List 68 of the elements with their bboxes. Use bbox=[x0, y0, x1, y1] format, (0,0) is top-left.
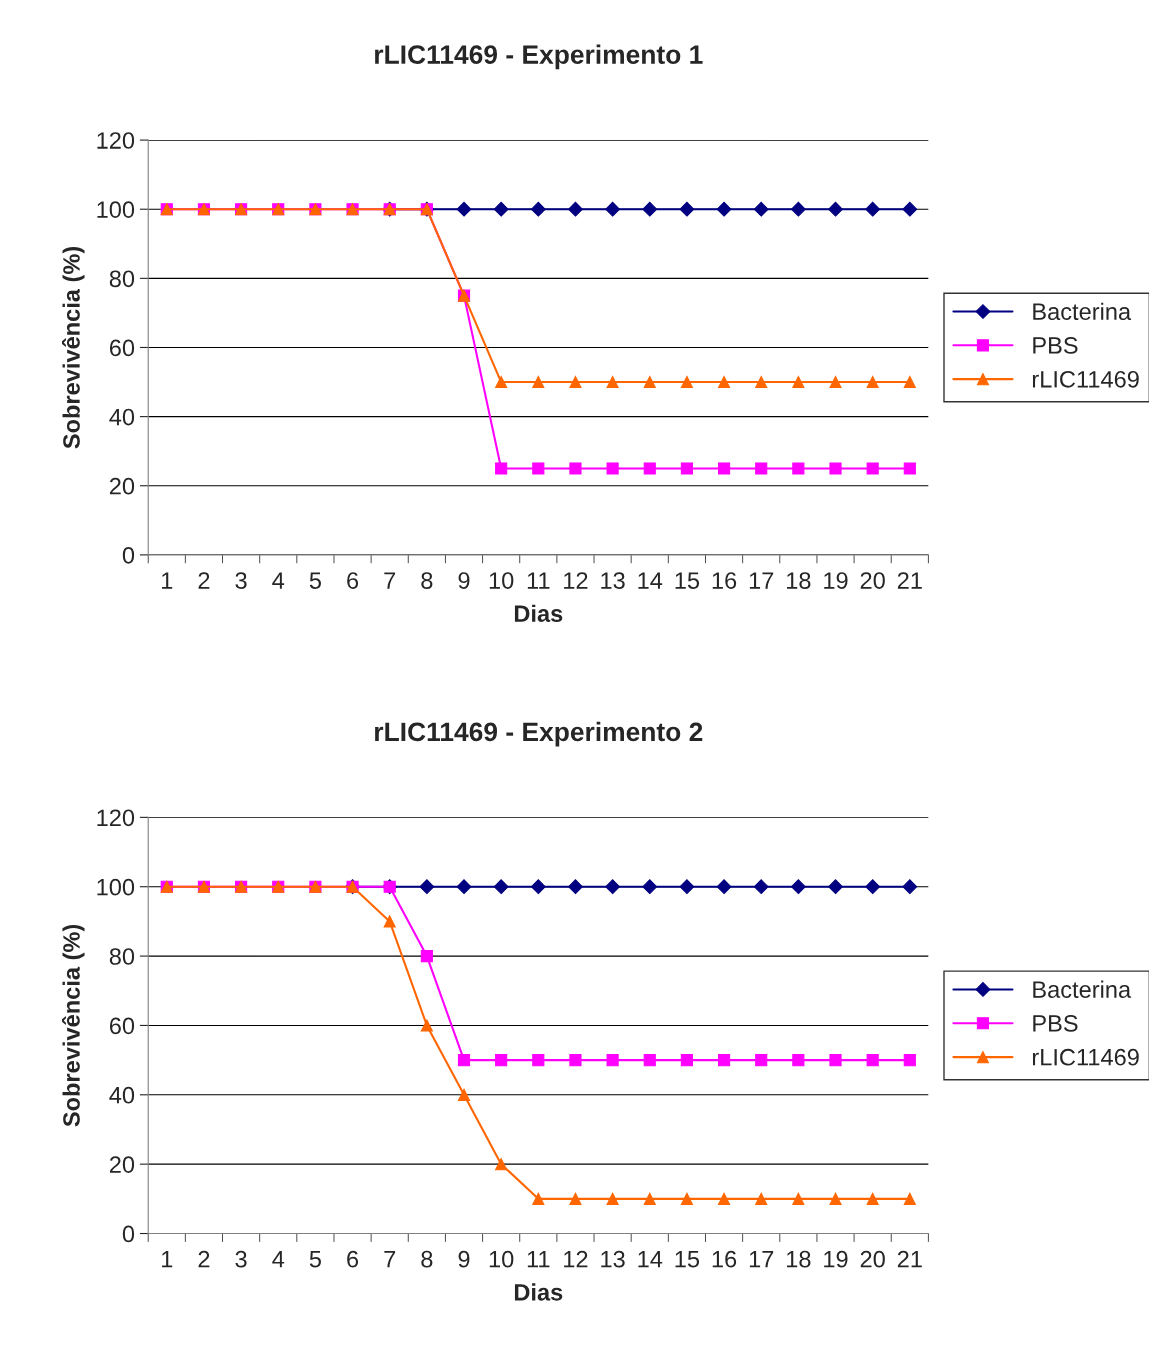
x-tick-label: 10 bbox=[489, 572, 514, 589]
legend-label: rLIC11469 bbox=[1032, 370, 1139, 388]
x-tick-label: 6 bbox=[347, 1250, 359, 1268]
x-tick-label: 17 bbox=[749, 572, 774, 589]
x-tick-label: 16 bbox=[712, 572, 737, 589]
y-tick-label: 120 bbox=[97, 132, 135, 149]
x-tick-label: 8 bbox=[421, 1250, 433, 1268]
x-tick-label: 10 bbox=[489, 1250, 514, 1268]
x-tick-label: 8 bbox=[421, 572, 433, 589]
y-tick-label: 0 bbox=[122, 546, 135, 564]
legend-label: PBS bbox=[1033, 337, 1078, 354]
x-tick-label: 7 bbox=[384, 1251, 396, 1268]
x-tick-label: 21 bbox=[897, 572, 922, 589]
x-tick-label: 14 bbox=[638, 572, 663, 589]
x-tick-label: 17 bbox=[749, 1251, 774, 1268]
legend-label: Bacterina bbox=[1033, 302, 1132, 320]
y-tick-label: 80 bbox=[109, 270, 135, 288]
x-tick-label: 7 bbox=[384, 572, 396, 589]
y-axis-title: Sobrevivência (%) bbox=[62, 924, 85, 1127]
y-tick-label: 0 bbox=[122, 1225, 135, 1243]
y-tick-label: 20 bbox=[109, 477, 135, 495]
x-tick-label: 1 bbox=[162, 572, 173, 589]
x-tick-label: 14 bbox=[638, 1251, 663, 1268]
y-tick-label: 60 bbox=[109, 1017, 135, 1035]
x-axis-title: Dias bbox=[514, 604, 563, 623]
y-tick-label: 120 bbox=[97, 809, 135, 827]
chart-title: rLIC11469 - Experimento 2 bbox=[375, 721, 703, 747]
x-tick-label: 12 bbox=[564, 1250, 588, 1268]
x-tick-label: 20 bbox=[860, 1250, 885, 1268]
x-tick-label: 4 bbox=[272, 1251, 285, 1268]
x-tick-label: 3 bbox=[235, 1250, 247, 1268]
y-tick-label: 100 bbox=[97, 878, 135, 896]
x-tick-label: 16 bbox=[712, 1250, 737, 1268]
x-tick-label: 13 bbox=[601, 1250, 625, 1268]
x-tick-label: 2 bbox=[198, 572, 210, 589]
x-tick-label: 9 bbox=[458, 1250, 470, 1268]
legend-label: PBS bbox=[1033, 1015, 1078, 1032]
legend-label: Bacterina bbox=[1033, 980, 1132, 998]
x-tick-label: 13 bbox=[601, 572, 625, 589]
x-tick-label: 6 bbox=[347, 572, 359, 589]
x-tick-label: 11 bbox=[527, 572, 550, 589]
x-tick-label: 15 bbox=[675, 1251, 700, 1268]
y-tick-label: 80 bbox=[109, 948, 135, 965]
x-tick-label: 5 bbox=[309, 572, 321, 589]
x-tick-label: 20 bbox=[860, 572, 885, 589]
y-tick-label: 20 bbox=[109, 1156, 135, 1173]
x-tick-label: 9 bbox=[458, 572, 470, 589]
x-tick-label: 15 bbox=[675, 572, 700, 589]
y-tick-label: 40 bbox=[109, 408, 135, 426]
chart-title: rLIC11469 - Experimento 1 bbox=[375, 44, 703, 70]
legend-label: rLIC11469 bbox=[1032, 1048, 1139, 1066]
x-tick-label: 18 bbox=[787, 1250, 811, 1268]
x-tick-label: 12 bbox=[564, 572, 588, 589]
x-tick-label: 19 bbox=[824, 572, 848, 589]
y-tick-label: 40 bbox=[109, 1086, 135, 1104]
x-tick-label: 18 bbox=[787, 572, 811, 589]
x-tick-label: 19 bbox=[824, 1250, 848, 1268]
x-tick-label: 3 bbox=[235, 572, 247, 589]
y-axis-title: Sobrevivência (%) bbox=[62, 246, 85, 449]
x-tick-label: 4 bbox=[272, 572, 285, 589]
x-tick-label: 2 bbox=[198, 1250, 210, 1268]
x-tick-label: 11 bbox=[527, 1251, 550, 1268]
x-tick-label: 1 bbox=[162, 1251, 173, 1268]
y-tick-label: 100 bbox=[97, 201, 135, 218]
x-tick-label: 21 bbox=[897, 1250, 922, 1268]
x-tick-label: 5 bbox=[309, 1251, 321, 1268]
y-tick-label: 60 bbox=[109, 339, 135, 357]
x-axis-title: Dias bbox=[514, 1283, 563, 1301]
